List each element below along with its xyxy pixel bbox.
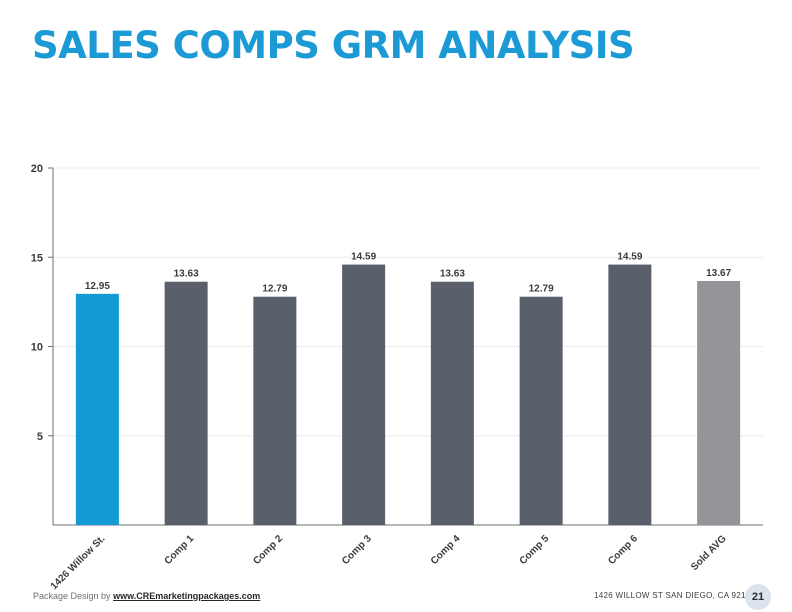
bar: [164, 281, 208, 525]
x-axis-labels: 1426 Willow St. Comp 1 Comp 2 Comp 3 Comp 4 C…: [49, 533, 729, 592]
bar: [519, 296, 563, 525]
x-category-label: Comp 1: [163, 533, 197, 567]
y-tick-label: 20: [31, 163, 43, 175]
bar: [697, 280, 741, 525]
data-label: 14.59: [351, 252, 376, 263]
page-title: SALES COMPS GRM ANALYSIS: [32, 24, 635, 67]
page-number-badge: 21: [745, 584, 771, 610]
y-tick-label: 5: [37, 431, 43, 443]
data-label: 12.79: [529, 284, 554, 295]
x-category-label: Comp 2: [251, 533, 285, 567]
x-category-label: Comp 5: [518, 533, 552, 567]
x-category-label: Comp 3: [340, 533, 374, 567]
data-label: 13.63: [174, 269, 199, 280]
data-label: 12.95: [85, 281, 110, 292]
x-category-label: Comp 6: [606, 533, 640, 567]
data-label: 13.67: [706, 268, 731, 279]
data-label: 12.79: [262, 284, 287, 295]
footer-credit-prefix: Package Design by: [33, 591, 111, 601]
bar: [75, 293, 119, 525]
footer-address: 1426 WILLOW ST SAN DIEGO, CA 92109: [594, 591, 756, 600]
data-label: 14.59: [617, 252, 642, 263]
bar: [342, 264, 386, 525]
x-category-label: Comp 4: [429, 533, 463, 567]
data-labels: 12.95 13.63 12.79 14.59 13.63 12.79 14.59 13.67: [85, 252, 732, 295]
gridlines: [53, 167, 763, 437]
y-axis-ticks: 5 10 15 20: [31, 163, 53, 443]
x-category-label: Sold AVG: [689, 533, 729, 573]
data-label: 13.63: [440, 269, 465, 280]
bar: [608, 264, 652, 525]
y-tick-label: 10: [31, 342, 43, 354]
bar: [430, 281, 474, 525]
footer-credit: Package Design by www.CREmarketingpackag…: [33, 591, 260, 601]
bar: [253, 296, 297, 525]
bars: [75, 264, 741, 525]
y-tick-label: 15: [31, 252, 43, 264]
x-category-label: 1426 Willow St.: [49, 533, 108, 592]
footer-credit-link[interactable]: www.CREmarketingpackages.com: [113, 591, 261, 601]
